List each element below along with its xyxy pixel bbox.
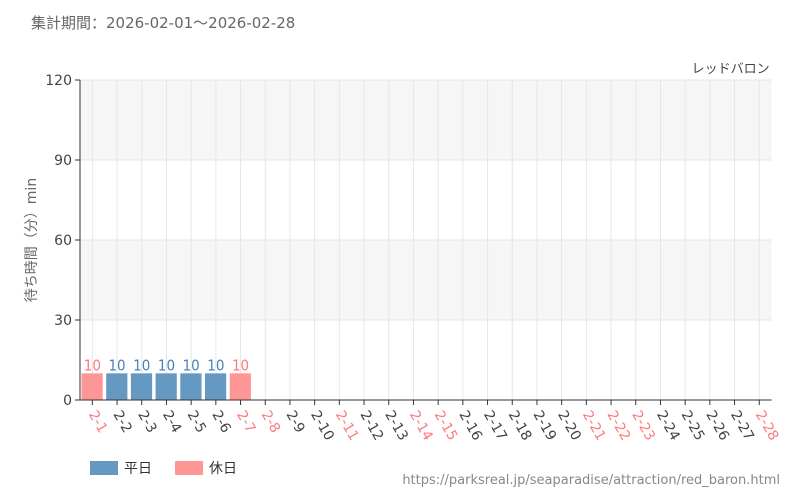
grid-band	[80, 240, 772, 320]
data-label: 10	[232, 356, 249, 374]
source-url: https://parksreal.jp/seaparadise/attract…	[402, 473, 780, 488]
x-tick-label: 2-8	[258, 408, 283, 436]
legend-weekday-swatch	[90, 461, 118, 475]
data-label: 10	[84, 356, 101, 374]
data-label: 10	[158, 356, 175, 374]
bar	[106, 373, 128, 400]
bar	[155, 373, 177, 400]
x-tick-label: 2-26	[702, 408, 732, 444]
data-label: 10	[108, 356, 125, 374]
x-tick-label: 2-3	[134, 408, 159, 436]
y-tick-label: 120	[45, 73, 72, 89]
x-tick-label: 2-16	[455, 408, 485, 444]
bar	[130, 373, 153, 400]
legend-holiday-swatch	[175, 461, 203, 475]
data-label: 10	[183, 356, 200, 374]
x-tick-label: 2-18	[505, 408, 535, 444]
x-tick-label: 2-1	[85, 408, 110, 436]
x-tick-label: 2-15	[431, 408, 461, 444]
legend-holiday[interactable]: 休日	[175, 458, 237, 478]
bar	[205, 373, 227, 400]
y-tick-label: 0	[63, 393, 72, 409]
x-tick-label: 2-5	[184, 408, 209, 436]
period-label: 集計期間：2026-02-01～2026-02-28	[31, 14, 296, 32]
x-tick-label: 2-9	[282, 408, 307, 436]
data-label: 10	[207, 356, 224, 374]
y-tick-label: 90	[54, 153, 72, 169]
x-tick-label: 2-7	[233, 408, 258, 436]
x-tick-label: 2-14	[406, 408, 436, 444]
x-tick-label: 2-20	[554, 408, 584, 444]
x-tick-label: 2-23	[628, 408, 658, 444]
legend-holiday-label: 休日	[209, 461, 237, 477]
chart-title: レッドバロン	[692, 62, 770, 77]
x-tick-label: 2-6	[208, 408, 233, 436]
x-tick-label: 2-17	[480, 408, 510, 444]
x-tick-label: 2-25	[678, 408, 708, 444]
bar	[81, 373, 103, 400]
x-tick-label: 2-27	[727, 408, 757, 444]
x-tick-label: 2-2	[110, 408, 135, 436]
x-tick-label: 2-22	[604, 408, 634, 444]
x-tick-label: 2-4	[159, 408, 184, 436]
y-axis-label: 待ち時間（分）min	[24, 178, 40, 302]
y-tick-label: 30	[54, 313, 72, 329]
x-tick-label: 2-12	[357, 408, 387, 444]
x-tick-label: 2-21	[579, 408, 609, 444]
x-tick-label: 2-10	[307, 408, 337, 444]
data-label: 10	[133, 356, 150, 374]
x-tick-label: 2-28	[752, 408, 782, 444]
bar	[180, 373, 202, 400]
legend-weekday-label: 平日	[124, 461, 152, 477]
y-tick-label: 60	[54, 233, 72, 249]
x-tick-label: 2-11	[332, 408, 362, 444]
grid-band	[80, 80, 772, 160]
x-tick-label: 2-13	[381, 408, 411, 444]
legend-weekday[interactable]: 平日	[90, 458, 152, 478]
x-tick-label: 2-24	[653, 408, 683, 444]
bar	[229, 373, 251, 400]
x-tick-label: 2-19	[529, 408, 559, 444]
